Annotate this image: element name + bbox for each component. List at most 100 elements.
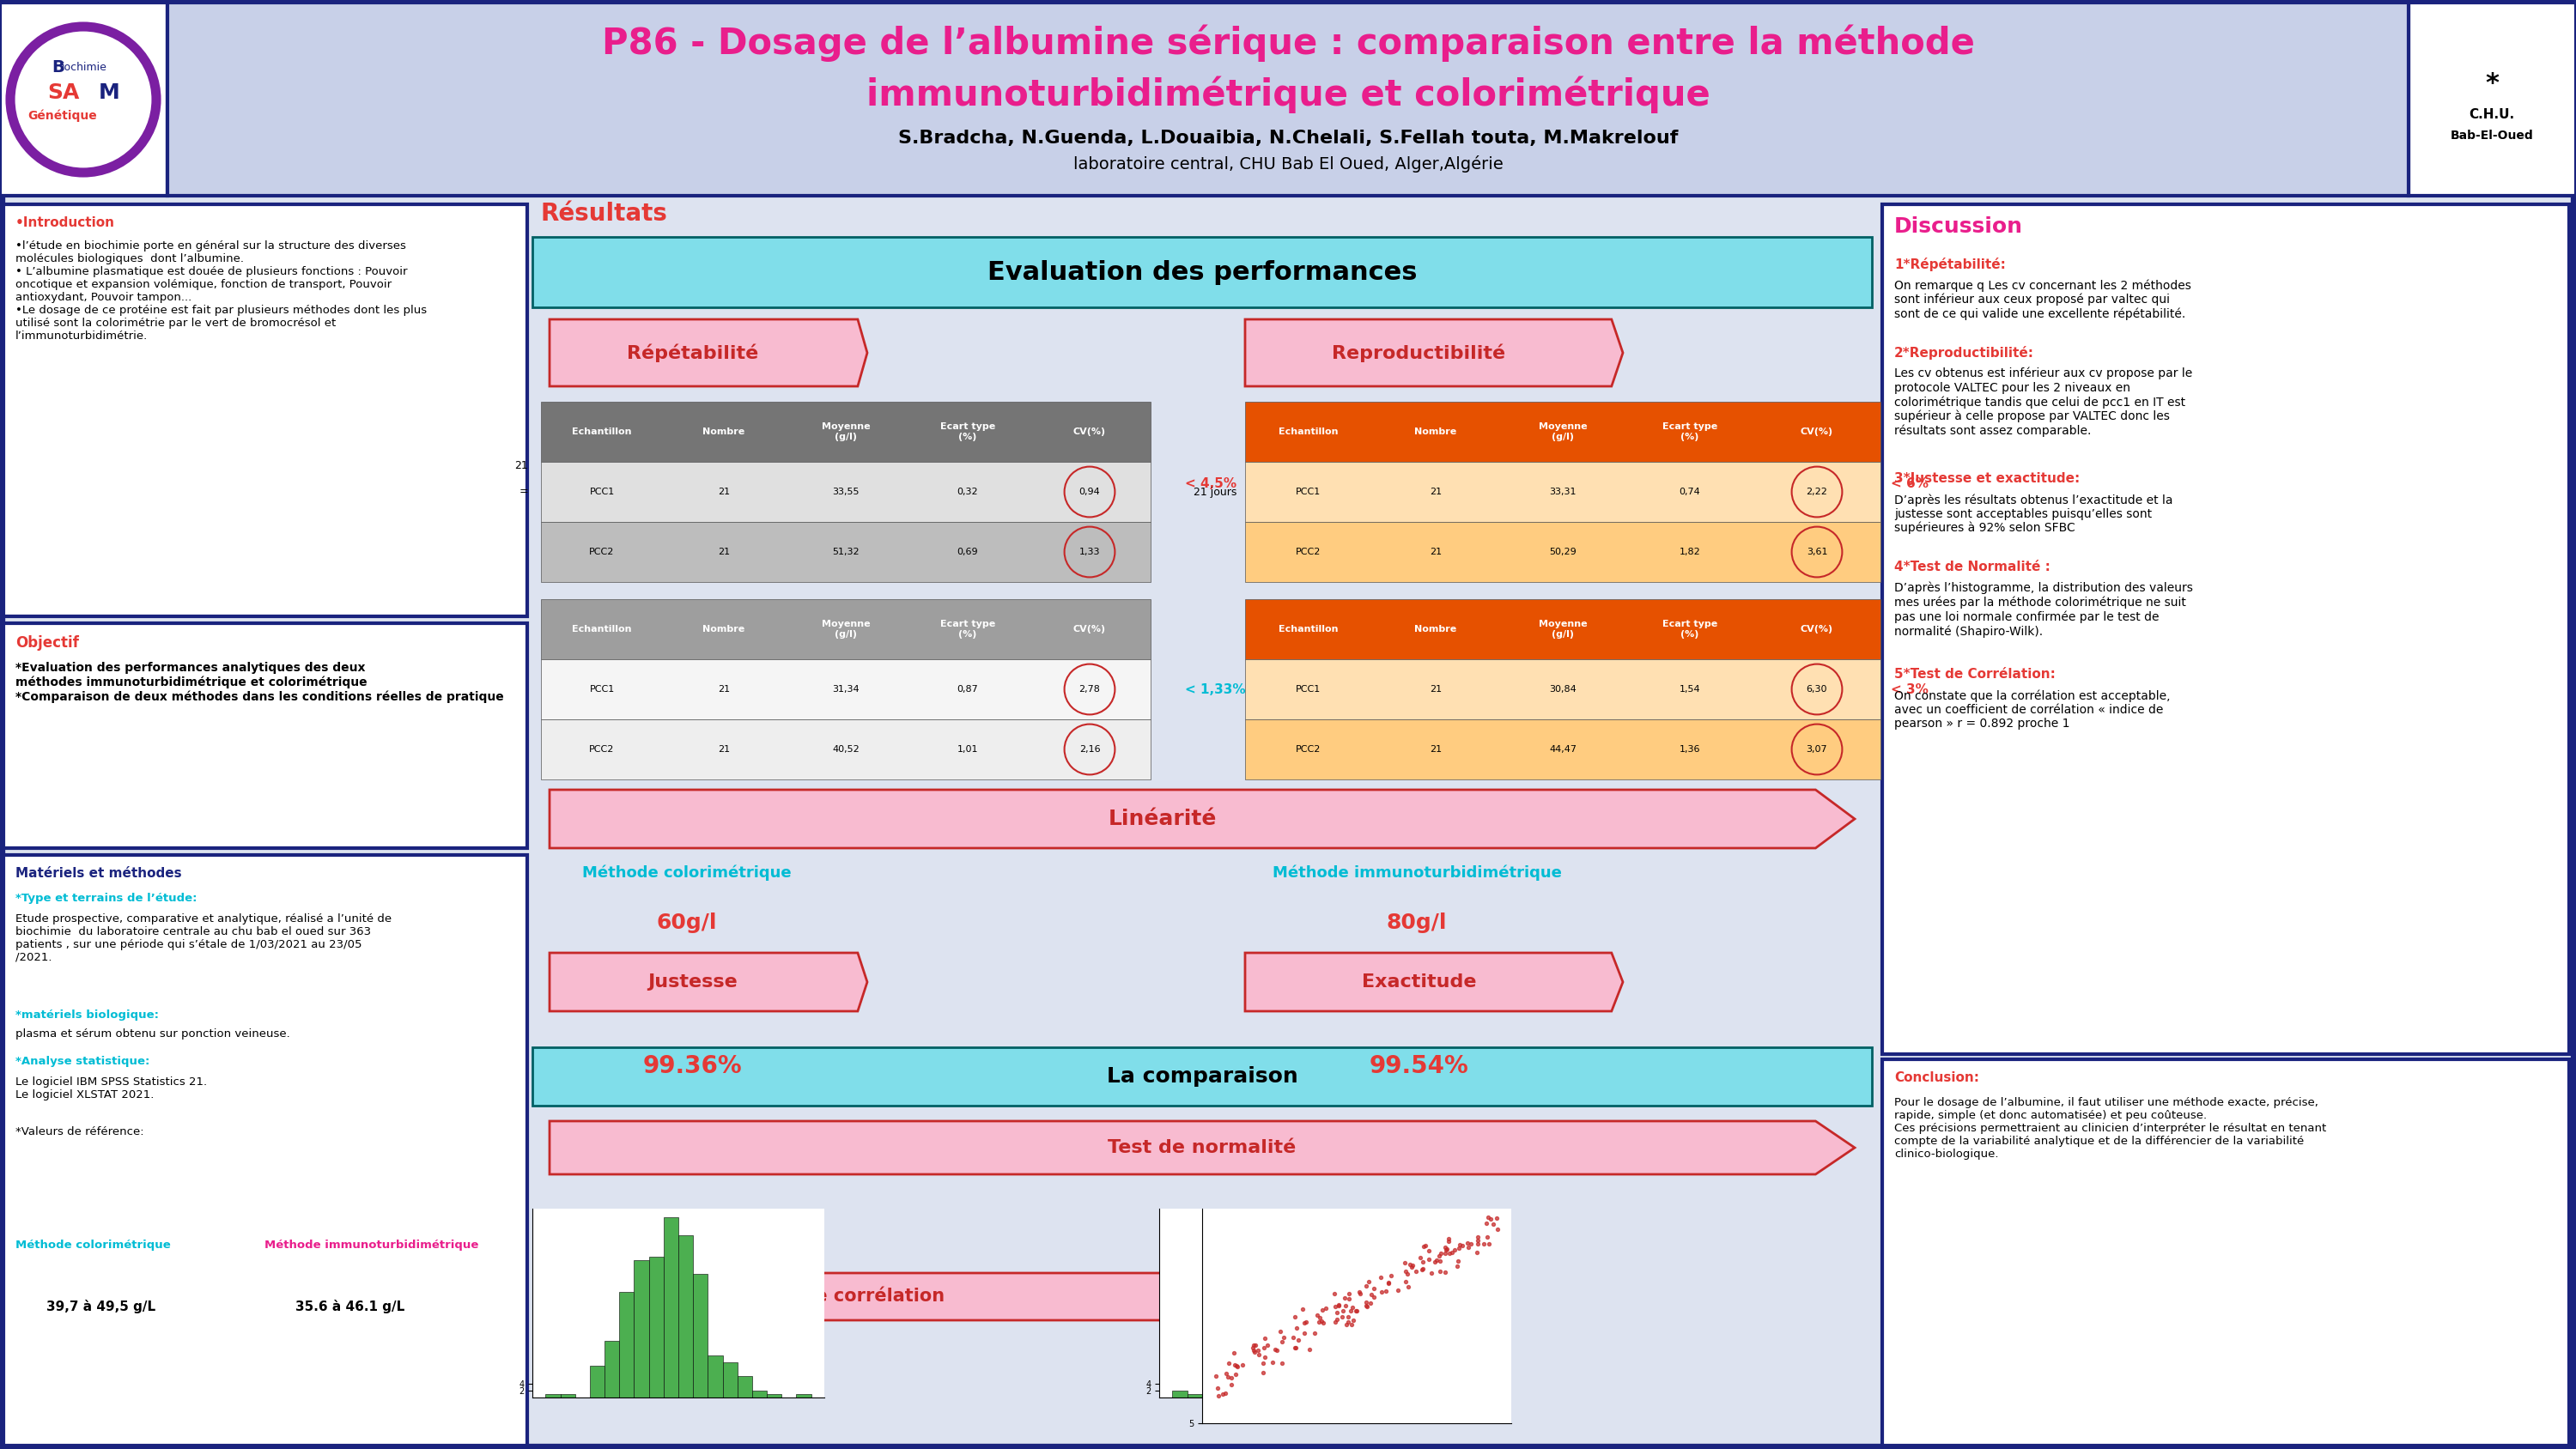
Text: Nombre: Nombre — [703, 427, 744, 436]
Text: 1,01: 1,01 — [958, 745, 979, 753]
Point — [1368, 1271, 1409, 1294]
Text: Régression linéaire: Régression linéaire — [595, 1333, 778, 1350]
Text: PCC1: PCC1 — [590, 487, 616, 496]
Point — [1347, 1269, 1388, 1293]
Text: 99.36%: 99.36% — [644, 1053, 742, 1078]
FancyBboxPatch shape — [1244, 600, 1880, 659]
Text: D’après l’histogramme, la distribution des valeurs
mes urées par la méthode colo: D’après l’histogramme, la distribution d… — [1893, 582, 2192, 638]
Point — [1458, 1229, 1499, 1252]
Text: 2,16: 2,16 — [1079, 745, 1100, 753]
Text: 1,54: 1,54 — [1680, 685, 1700, 694]
Point — [1412, 1262, 1453, 1285]
Text: S.Bradcha, N.Guenda, L.Douaibia, N.Chelali, S.Fellah touta, M.Makrelouf: S.Bradcha, N.Guenda, L.Douaibia, N.Chela… — [899, 129, 1677, 146]
Text: 21: 21 — [719, 487, 729, 496]
Point — [1391, 1253, 1432, 1277]
Bar — [1216, 1372, 1231, 1397]
Point — [1283, 1321, 1324, 1345]
Point — [1301, 1310, 1342, 1333]
Text: 31,34: 31,34 — [832, 685, 860, 694]
Point — [1262, 1330, 1303, 1353]
Point — [1244, 1346, 1285, 1369]
Text: M: M — [98, 83, 121, 103]
Text: Moyenne
(g/l): Moyenne (g/l) — [822, 620, 871, 639]
Text: Justesse: Justesse — [647, 974, 737, 991]
Bar — [1319, 1285, 1334, 1397]
Bar — [1306, 1310, 1319, 1397]
Text: Matériels et méthodes: Matériels et méthodes — [15, 867, 183, 880]
FancyBboxPatch shape — [533, 238, 1873, 307]
Text: Ecart type
(%): Ecart type (%) — [940, 423, 994, 440]
Point — [1466, 1211, 1507, 1235]
Text: 0,94: 0,94 — [1079, 487, 1100, 496]
Point — [1285, 1310, 1327, 1333]
Point — [1234, 1340, 1275, 1364]
Bar — [1291, 1217, 1306, 1397]
Point — [1211, 1366, 1252, 1390]
Point — [1340, 1282, 1381, 1306]
Bar — [1350, 1306, 1365, 1397]
Text: r= 0.892: r= 0.892 — [639, 1377, 737, 1397]
Point — [1383, 1250, 1425, 1274]
Text: 21 jours: 21 jours — [1193, 487, 1236, 497]
Text: CV(%): CV(%) — [1074, 427, 1105, 436]
Text: PCC2: PCC2 — [590, 548, 616, 556]
Text: 50,29: 50,29 — [1548, 548, 1577, 556]
Point — [1216, 1355, 1257, 1378]
Polygon shape — [549, 790, 1855, 848]
Point — [1273, 1326, 1314, 1349]
Point — [1337, 1298, 1378, 1321]
Bar — [1365, 1330, 1378, 1397]
Text: 2,78: 2,78 — [1079, 685, 1100, 694]
Bar — [1334, 1253, 1350, 1397]
Text: iochimie: iochimie — [62, 61, 108, 72]
Point — [1409, 1248, 1450, 1271]
Text: •l’étude en biochimie porte en général sur la structure des diverses
molécules b: •l’étude en biochimie porte en général s… — [15, 241, 428, 342]
Text: Le logiciel IBM SPSS Statistics 21.
Le logiciel XLSTAT 2021.: Le logiciel IBM SPSS Statistics 21. Le l… — [15, 1077, 206, 1100]
FancyBboxPatch shape — [541, 462, 1151, 522]
Text: CV(%): CV(%) — [1074, 625, 1105, 633]
Point — [1386, 1262, 1427, 1285]
Bar — [677, 1235, 693, 1397]
Point — [1419, 1259, 1461, 1282]
Text: Bab-El-Oued: Bab-El-Oued — [2450, 129, 2532, 142]
Text: PCC2: PCC2 — [590, 745, 616, 753]
Bar — [1260, 1303, 1275, 1397]
Point — [1301, 1298, 1342, 1321]
Text: 21: 21 — [515, 461, 528, 472]
Point — [1360, 1265, 1401, 1288]
Point — [1417, 1249, 1458, 1272]
Point — [1414, 1250, 1455, 1274]
Point — [1296, 1304, 1337, 1327]
Bar — [1378, 1362, 1394, 1397]
FancyBboxPatch shape — [541, 600, 1151, 659]
Point — [1239, 1343, 1280, 1366]
Text: immunoturbidimétrique et colorimétrique: immunoturbidimétrique et colorimétrique — [866, 75, 1710, 113]
Text: Evaluation des performances: Evaluation des performances — [987, 259, 1417, 284]
Text: *Analyse statistique:: *Analyse statistique: — [15, 1056, 149, 1066]
Text: 0,32: 0,32 — [958, 487, 979, 496]
Point — [1206, 1362, 1247, 1385]
Point — [1216, 1362, 1257, 1385]
Bar — [665, 1217, 677, 1397]
Text: Génétique: Génétique — [28, 110, 98, 122]
FancyBboxPatch shape — [1883, 204, 2568, 1053]
Text: Objectif: Objectif — [15, 635, 80, 651]
Text: Moyenne
(g/l): Moyenne (g/l) — [1538, 620, 1587, 639]
Point — [1242, 1352, 1283, 1375]
Text: Discussion: Discussion — [1893, 216, 2022, 238]
Text: 80g/l: 80g/l — [1386, 913, 1448, 933]
Text: Reproductibilité: Reproductibilité — [1332, 343, 1504, 362]
Point — [1327, 1313, 1368, 1336]
Point — [1396, 1259, 1437, 1282]
Point — [1435, 1239, 1476, 1262]
Bar — [796, 1394, 811, 1397]
Text: Les cv obtenus est inférieur aux cv propose par le
protocole VALTEC pour les 2 n: Les cv obtenus est inférieur aux cv prop… — [1893, 368, 2192, 438]
Text: Test de normalité: Test de normalité — [1108, 1139, 1296, 1156]
Point — [1332, 1308, 1373, 1332]
Text: D’après les résultats obtenus l’exactitude et la
justesse sont acceptables puisq: D’après les résultats obtenus l’exactitu… — [1893, 494, 2172, 535]
Point — [1316, 1308, 1358, 1332]
Bar — [1172, 1391, 1188, 1397]
Text: Test de corrélation: Test de corrélation — [755, 1288, 945, 1306]
Point — [1275, 1336, 1316, 1359]
Text: 1*Répétabilité:: 1*Répétabilité: — [1893, 258, 2007, 271]
